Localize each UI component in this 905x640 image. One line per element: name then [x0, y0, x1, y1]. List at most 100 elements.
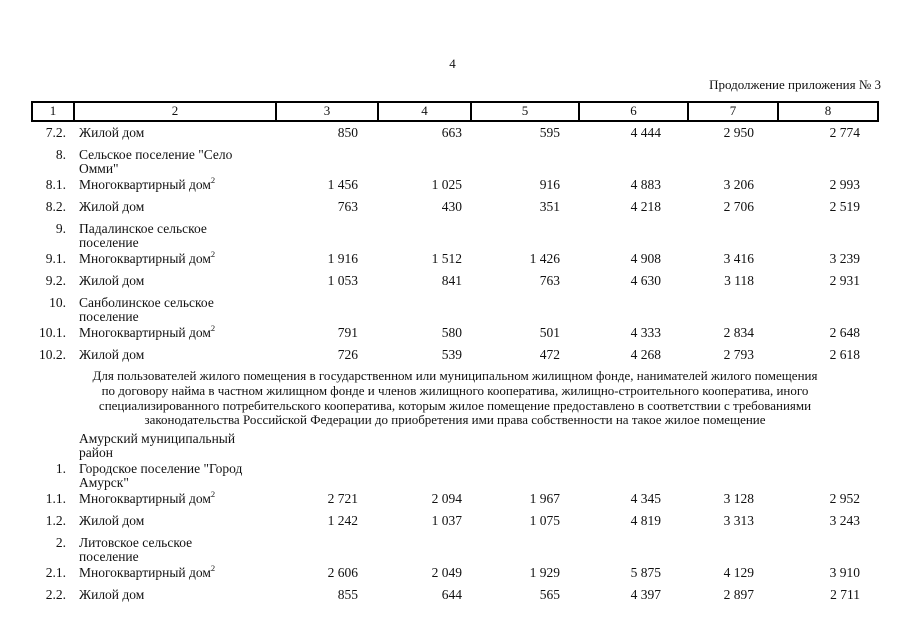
row-name: Городское поселение "Город Амурск" — [79, 461, 243, 491]
cell-value: 2 711 — [830, 587, 860, 603]
continuation-note: Продолжение приложения № 3 — [709, 77, 881, 92]
cell-value: 2 049 — [431, 565, 462, 581]
cell-value: 4 268 — [630, 347, 661, 362]
cell-value — [275, 458, 377, 488]
cell-value: 4 819 — [630, 513, 661, 529]
row-number: 7.2. — [45, 125, 66, 140]
row-name: Жилой дом — [79, 587, 145, 603]
cell-value — [470, 428, 578, 458]
cell-value — [377, 428, 470, 458]
header-cell-5: 5 — [470, 103, 578, 120]
cell-value: 2 834 — [723, 325, 754, 340]
row-number: 2. — [55, 535, 66, 551]
cell-value — [578, 218, 687, 248]
cell-value: 791 — [337, 325, 358, 340]
row-name: Многоквартирный дом2 — [79, 175, 216, 192]
note-line: специализированного потребительского коо… — [98, 397, 812, 413]
row-number: 9.1. — [45, 251, 66, 266]
cell-value — [275, 144, 377, 174]
row-number: 9. — [55, 221, 66, 236]
cell-value — [777, 144, 877, 174]
header-cell-4: 4 — [377, 103, 470, 120]
footnote-marker: 2 — [210, 323, 216, 333]
cell-value: 726 — [337, 347, 358, 362]
row-name: Жилой дом — [79, 199, 145, 214]
cell-value — [275, 532, 377, 562]
cell-value: 1 456 — [327, 177, 358, 192]
row-number: 1.2. — [45, 513, 66, 529]
cell-value: 4 444 — [630, 125, 661, 140]
table-row: 8.2. Жилой дом 763 430 351 4 218 2 706 2 519 — [33, 196, 877, 218]
cell-value — [777, 292, 877, 322]
row-name: Жилой дом — [79, 273, 145, 288]
cell-value — [777, 218, 877, 248]
cell-value: 763 — [539, 273, 560, 288]
cell-value: 1 025 — [431, 177, 462, 192]
cell-value: 539 — [441, 347, 462, 362]
cell-value: 3 128 — [723, 491, 754, 507]
cell-value — [687, 144, 777, 174]
cell-value: 1 053 — [327, 273, 358, 288]
cell-value: 841 — [441, 273, 462, 288]
cell-value — [687, 458, 777, 488]
table-row: 1.1. Многоквартирный дом2 2 721 2 094 1 967 4… — [33, 488, 877, 510]
cell-value — [687, 428, 777, 458]
cell-value — [578, 532, 687, 562]
cell-value: 4 129 — [723, 565, 754, 581]
cell-value: 2 648 — [829, 325, 860, 340]
row-name: Жилой дом — [79, 513, 145, 529]
row-name: Амурский муниципальный район — [79, 431, 236, 461]
cell-value: 580 — [441, 325, 462, 340]
cell-value: 1 929 — [529, 565, 560, 581]
cell-value: 855 — [337, 587, 358, 603]
table-row: 10.1. Многоквартирный дом2 791 580 501 4 333 2… — [33, 322, 877, 344]
row-name: Многоквартирный дом2 — [79, 323, 216, 340]
cell-value: 3 239 — [829, 251, 860, 266]
row-number: 2.2. — [45, 587, 66, 603]
cell-value: 4 333 — [630, 325, 661, 340]
cell-value: 3 313 — [723, 513, 754, 529]
cell-value — [377, 532, 470, 562]
table-row: 1. Городское поселение "Город Амурск" — [33, 458, 877, 491]
row-number: 8.2. — [45, 199, 66, 214]
cell-value: 4 345 — [630, 491, 661, 507]
cell-value — [470, 458, 578, 488]
header-cell-7: 7 — [687, 103, 777, 120]
cell-value — [470, 218, 578, 248]
note-line: законодательства Российской Федерации до… — [144, 412, 766, 428]
cell-value: 4 218 — [630, 199, 661, 214]
cell-value: 4 883 — [630, 177, 661, 192]
cell-value: 2 950 — [723, 125, 754, 140]
cell-value: 644 — [441, 587, 462, 603]
cell-value: 1 426 — [529, 251, 560, 266]
cell-value: 595 — [539, 125, 560, 140]
cell-value: 565 — [539, 587, 560, 603]
row-number: 1. — [55, 461, 66, 477]
table-row: 7.2. Жилой дом 850 663 595 4 444 2 950 2 774 — [33, 122, 877, 144]
cell-value — [777, 532, 877, 562]
table-body-bottom: Амурский муниципальный район 1. Городское п… — [33, 428, 877, 606]
row-number: 9.2. — [45, 273, 66, 288]
row-name: Сельское поселение "Село Омми" — [79, 147, 233, 176]
cell-value — [687, 218, 777, 248]
cell-value: 2 094 — [431, 491, 462, 507]
cell-value: 763 — [337, 199, 358, 214]
cell-value: 1 075 — [529, 513, 560, 529]
cell-value: 3 243 — [829, 513, 860, 529]
cell-value — [578, 144, 687, 174]
row-name: Падалинское сельское поселение — [79, 221, 207, 250]
row-number: 8. — [55, 147, 66, 162]
cell-value: 2 993 — [829, 177, 860, 192]
cell-value: 1 037 — [431, 513, 462, 529]
cell-value: 1 967 — [529, 491, 560, 507]
page-number: 4 — [449, 56, 456, 71]
cell-value: 1 916 — [327, 251, 358, 266]
cell-value: 916 — [539, 177, 560, 192]
cell-value — [275, 428, 377, 458]
header-cell-8: 8 — [777, 103, 877, 120]
cell-value — [377, 218, 470, 248]
cell-value — [470, 144, 578, 174]
table-row: 2.1. Многоквартирный дом2 2 606 2 049 1 929 5… — [33, 562, 877, 584]
